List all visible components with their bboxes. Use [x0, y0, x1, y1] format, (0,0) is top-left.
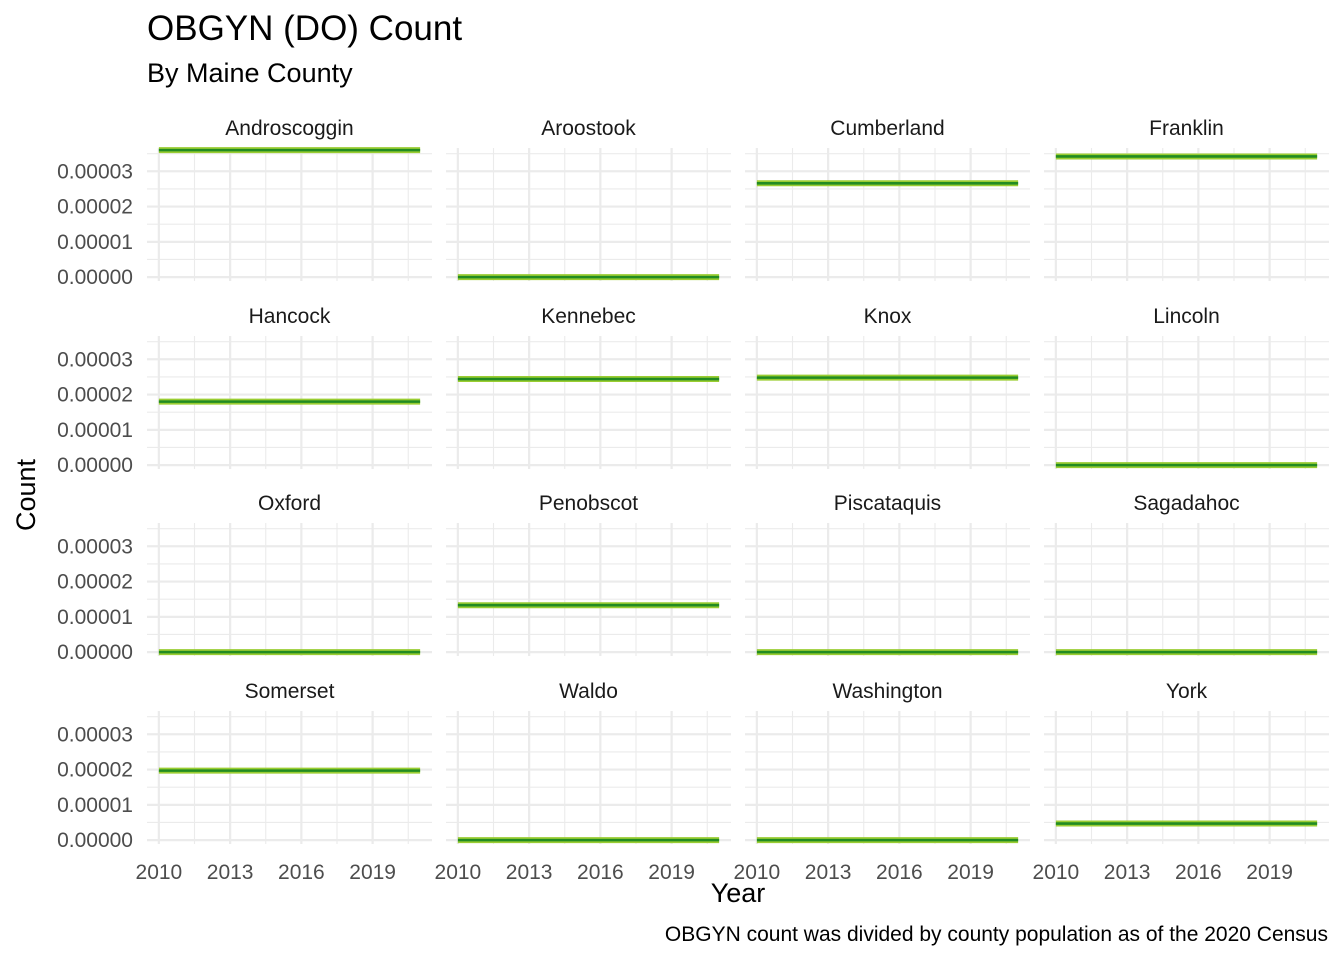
x-tick-label: 2013: [207, 861, 254, 884]
facet-label-piscataquis: Piscataquis: [834, 492, 941, 515]
y-tick-label: 0.00003: [57, 348, 133, 371]
x-tick-label: 2019: [349, 861, 396, 884]
y-tick-label: 0.00001: [57, 606, 133, 629]
x-tick-label: 2010: [435, 861, 482, 884]
chart-caption: OBGYN count was divided by county popula…: [665, 923, 1328, 946]
panel-aroostook: Aroostook: [446, 117, 731, 281]
panel-penobscot: Penobscot: [446, 492, 731, 656]
y-tick-label: 0.00002: [57, 384, 133, 407]
panel-washington: Washington 2010 2013 2016 2019: [734, 680, 1030, 884]
y-tick-label: 0.00000: [57, 829, 133, 852]
y-tick-label: 0.00001: [57, 794, 133, 817]
x-tick-label: 2019: [1246, 861, 1293, 884]
x-tick-label: 2010: [136, 861, 183, 884]
y-axis-label: Count: [11, 458, 41, 531]
y-tick-label: 0.00000: [57, 454, 133, 477]
x-tick-label: 2016: [278, 861, 325, 884]
x-tick-label: 2013: [1104, 861, 1151, 884]
x-tick-label: 2016: [577, 861, 624, 884]
facet-panels: Androscoggin 0.00000 0.00001 0.00002 0.00003…: [57, 117, 1329, 884]
panel-androscoggin: Androscoggin 0.00000 0.00001 0.00002 0.00003: [57, 117, 432, 289]
facet-label-lincoln: Lincoln: [1153, 305, 1220, 328]
y-tick-label: 0.00003: [57, 723, 133, 746]
x-tick-label: 2016: [1175, 861, 1222, 884]
facet-label-penobscot: Penobscot: [539, 492, 638, 515]
panel-waldo: Waldo 2010 2013 2016 2019: [435, 680, 731, 884]
x-tick-label: 2013: [506, 861, 553, 884]
facet-label-waldo: Waldo: [559, 680, 618, 703]
y-tick-label: 0.00002: [57, 571, 133, 594]
y-tick-label: 0.00003: [57, 160, 133, 183]
facet-label-aroostook: Aroostook: [541, 117, 636, 140]
y-tick-label: 0.00003: [57, 535, 133, 558]
chart-title: OBGYN (DO) Count: [147, 9, 462, 48]
y-tick-label: 0.00001: [57, 231, 133, 254]
x-tick-label: 2019: [947, 861, 994, 884]
panel-hancock: Hancock 0.00000 0.00001 0.00002 0.00003: [57, 305, 432, 477]
panel-knox: Knox: [745, 305, 1030, 469]
y-tick-label: 0.00001: [57, 419, 133, 442]
x-tick-label: 2019: [648, 861, 695, 884]
facet-label-sagadahoc: Sagadahoc: [1133, 492, 1239, 515]
x-tick-label: 2010: [1033, 861, 1080, 884]
facet-label-oxford: Oxford: [258, 492, 321, 515]
y-tick-label: 0.00002: [57, 196, 133, 219]
y-tick-label: 0.00000: [57, 266, 133, 289]
panel-lincoln: Lincoln: [1044, 305, 1329, 469]
x-tick-label: 2010: [734, 861, 781, 884]
x-tick-label: 2013: [805, 861, 852, 884]
panel-cumberland: Cumberland: [745, 117, 1030, 281]
facet-label-kennebec: Kennebec: [541, 305, 636, 328]
y-tick-label: 0.00002: [57, 759, 133, 782]
panel-oxford: Oxford 0.00000 0.00001 0.00002 0.00003: [57, 492, 432, 664]
facet-label-knox: Knox: [864, 305, 912, 328]
facet-label-cumberland: Cumberland: [830, 117, 944, 140]
facet-label-somerset: Somerset: [245, 680, 335, 703]
chart-subtitle: By Maine County: [147, 58, 353, 88]
panel-piscataquis: Piscataquis: [745, 492, 1030, 656]
y-tick-label: 0.00000: [57, 641, 133, 664]
facet-label-york: York: [1166, 680, 1208, 703]
panel-york: York 2010 2013 2016 2019: [1033, 680, 1329, 884]
facet-label-franklin: Franklin: [1149, 117, 1224, 140]
panel-franklin: Franklin: [1044, 117, 1329, 281]
panel-sagadahoc: Sagadahoc: [1044, 492, 1329, 656]
x-tick-label: 2016: [876, 861, 923, 884]
x-axis-label: Year: [711, 878, 766, 908]
panel-kennebec: Kennebec: [446, 305, 731, 469]
facet-label-androscoggin: Androscoggin: [225, 117, 353, 140]
panel-somerset: Somerset 0.00000 0.00001 0.00002 0.00003 2010…: [57, 680, 432, 884]
facet-label-washington: Washington: [832, 680, 942, 703]
facet-label-hancock: Hancock: [249, 305, 331, 328]
